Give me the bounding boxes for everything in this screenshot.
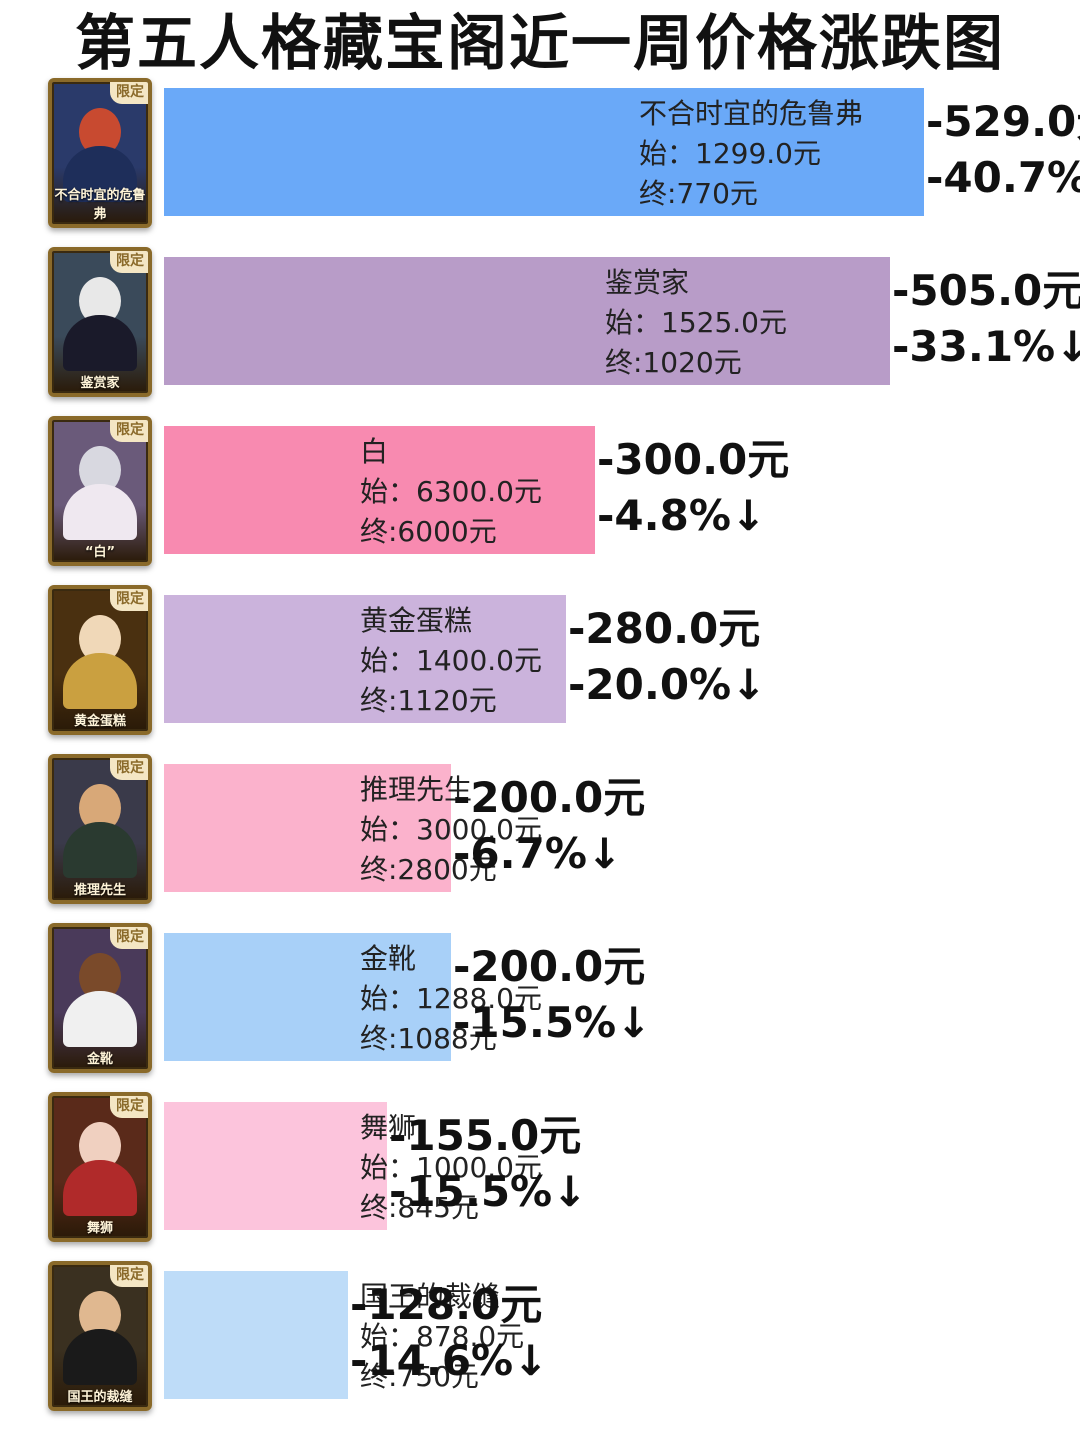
start-price: 始：6300.0元 [360, 475, 542, 508]
start-price: 始：878.0元 [360, 1320, 525, 1353]
change-percent: -6.7%↓ [453, 829, 623, 878]
item-name: 舞狮 [360, 1111, 417, 1144]
card-name-label: 推理先生 [73, 883, 126, 898]
bar [164, 764, 451, 892]
bar [164, 933, 451, 1061]
change-percent: -40.7%↓ [926, 153, 1080, 202]
change-amount: -155.0元 [389, 1111, 582, 1160]
character-card: 限定鉴赏家 [48, 247, 152, 397]
character-card: 限定舞狮 [48, 1092, 152, 1242]
change-amount: -280.0元 [568, 604, 761, 653]
change-amount: -300.0元 [597, 435, 790, 484]
card-name-label: 不合时宜的危鲁弗 [54, 188, 146, 222]
character-portrait-body [63, 315, 137, 371]
character-card: 限定 “白” [48, 416, 152, 566]
change-percent: -20.0%↓ [568, 660, 767, 709]
item-name: 白 [360, 435, 389, 468]
item-name: 金靴 [360, 942, 417, 975]
change-amount: -200.0元 [453, 773, 646, 822]
limited-badge: 限定 [110, 1096, 148, 1118]
end-price: 终:845元 [360, 1191, 479, 1224]
change-amount: -505.0元 [892, 266, 1080, 315]
item-name: 国王的裁缝 [360, 1280, 501, 1313]
change-amount: -128.0元 [350, 1280, 543, 1329]
character-card: 限定金靴 [48, 923, 152, 1073]
end-price: 终:1088元 [360, 1022, 497, 1055]
bar [164, 257, 890, 385]
limited-badge: 限定 [110, 589, 148, 611]
character-portrait-body [63, 484, 137, 540]
bar-label: 国王的裁缝始：878.0元 终:750元 [360, 1277, 524, 1397]
end-price: 终:2800元 [360, 853, 497, 886]
start-price: 始：1288.0元 [360, 982, 542, 1015]
limited-badge: 限定 [110, 82, 148, 104]
start-price: 始：1525.0元 [605, 306, 787, 339]
bar [164, 88, 924, 216]
bar [164, 1271, 348, 1399]
bar-label: 白始：6300.0元 终:6000元 [360, 432, 542, 552]
change-percent: -15.5%↓ [453, 998, 652, 1047]
character-portrait-body [63, 653, 137, 709]
card-name-label: 舞狮 [86, 1221, 113, 1236]
change-amount: -200.0元 [453, 942, 646, 991]
bar [164, 595, 566, 723]
character-portrait-body [63, 1329, 137, 1385]
card-name-label: 黄金蛋糕 [73, 714, 126, 729]
end-price: 终:770元 [639, 177, 758, 210]
change-amount: -529.0元 [926, 97, 1080, 146]
item-name: 推理先生 [360, 773, 473, 806]
character-portrait-body [63, 1160, 137, 1216]
change-percent: -33.1%↓ [892, 322, 1080, 371]
change-percent: -14.6%↓ [350, 1336, 549, 1385]
end-price: 终:1020元 [605, 346, 742, 379]
bar-label: 推理先生始：3000.0元 终:2800元 [360, 770, 542, 890]
character-card: 限定不合时宜的危鲁弗 [48, 78, 152, 228]
start-price: 始：1000.0元 [360, 1151, 542, 1184]
start-price: 始：3000.0元 [360, 813, 542, 846]
change-percent: -4.8%↓ [597, 491, 767, 540]
start-price: 始：1400.0元 [360, 644, 542, 677]
bar [164, 426, 595, 554]
limited-badge: 限定 [110, 927, 148, 949]
limited-badge: 限定 [110, 420, 148, 442]
character-portrait-body [63, 822, 137, 878]
limited-badge: 限定 [110, 251, 148, 273]
limited-badge: 限定 [110, 758, 148, 780]
card-name-label: 鉴赏家 [80, 376, 120, 391]
end-price: 终:750元 [360, 1360, 479, 1393]
character-portrait-body [63, 991, 137, 1047]
end-price: 终:6000元 [360, 515, 497, 548]
change-percent: -15.5%↓ [389, 1167, 588, 1216]
card-name-label: “白” [84, 545, 116, 560]
character-card: 限定国王的裁缝 [48, 1261, 152, 1411]
bar-label: 不合时宜的危鲁弗 始：1299.0元 终:770元 [639, 94, 863, 214]
item-name: 黄金蛋糕 [360, 604, 473, 637]
card-name-label: 金靴 [86, 1052, 113, 1067]
character-card: 限定推理先生 [48, 754, 152, 904]
character-portrait-body [63, 146, 137, 202]
bar [164, 1102, 387, 1230]
chart-title: 第五人格藏宝阁近一周价格涨跌图 [75, 9, 1005, 79]
bar-label: 黄金蛋糕始：1400.0元 终:1120元 [360, 601, 542, 721]
character-card: 限定黄金蛋糕 [48, 585, 152, 735]
card-name-label: 国王的裁缝 [67, 1390, 133, 1405]
item-name: 鉴赏家 [605, 266, 690, 299]
limited-badge: 限定 [110, 1265, 148, 1287]
start-price: 始：1299.0元 [639, 137, 821, 170]
bar-label: 鉴赏家始：1525.0元 终:1020元 [605, 263, 787, 383]
bar-label: 舞狮始：1000.0元 终:845元 [360, 1108, 542, 1228]
bar-label: 金靴始：1288.0元 终:1088元 [360, 939, 542, 1059]
end-price: 终:1120元 [360, 684, 497, 717]
item-name: 不合时宜的危鲁弗 [639, 97, 864, 130]
